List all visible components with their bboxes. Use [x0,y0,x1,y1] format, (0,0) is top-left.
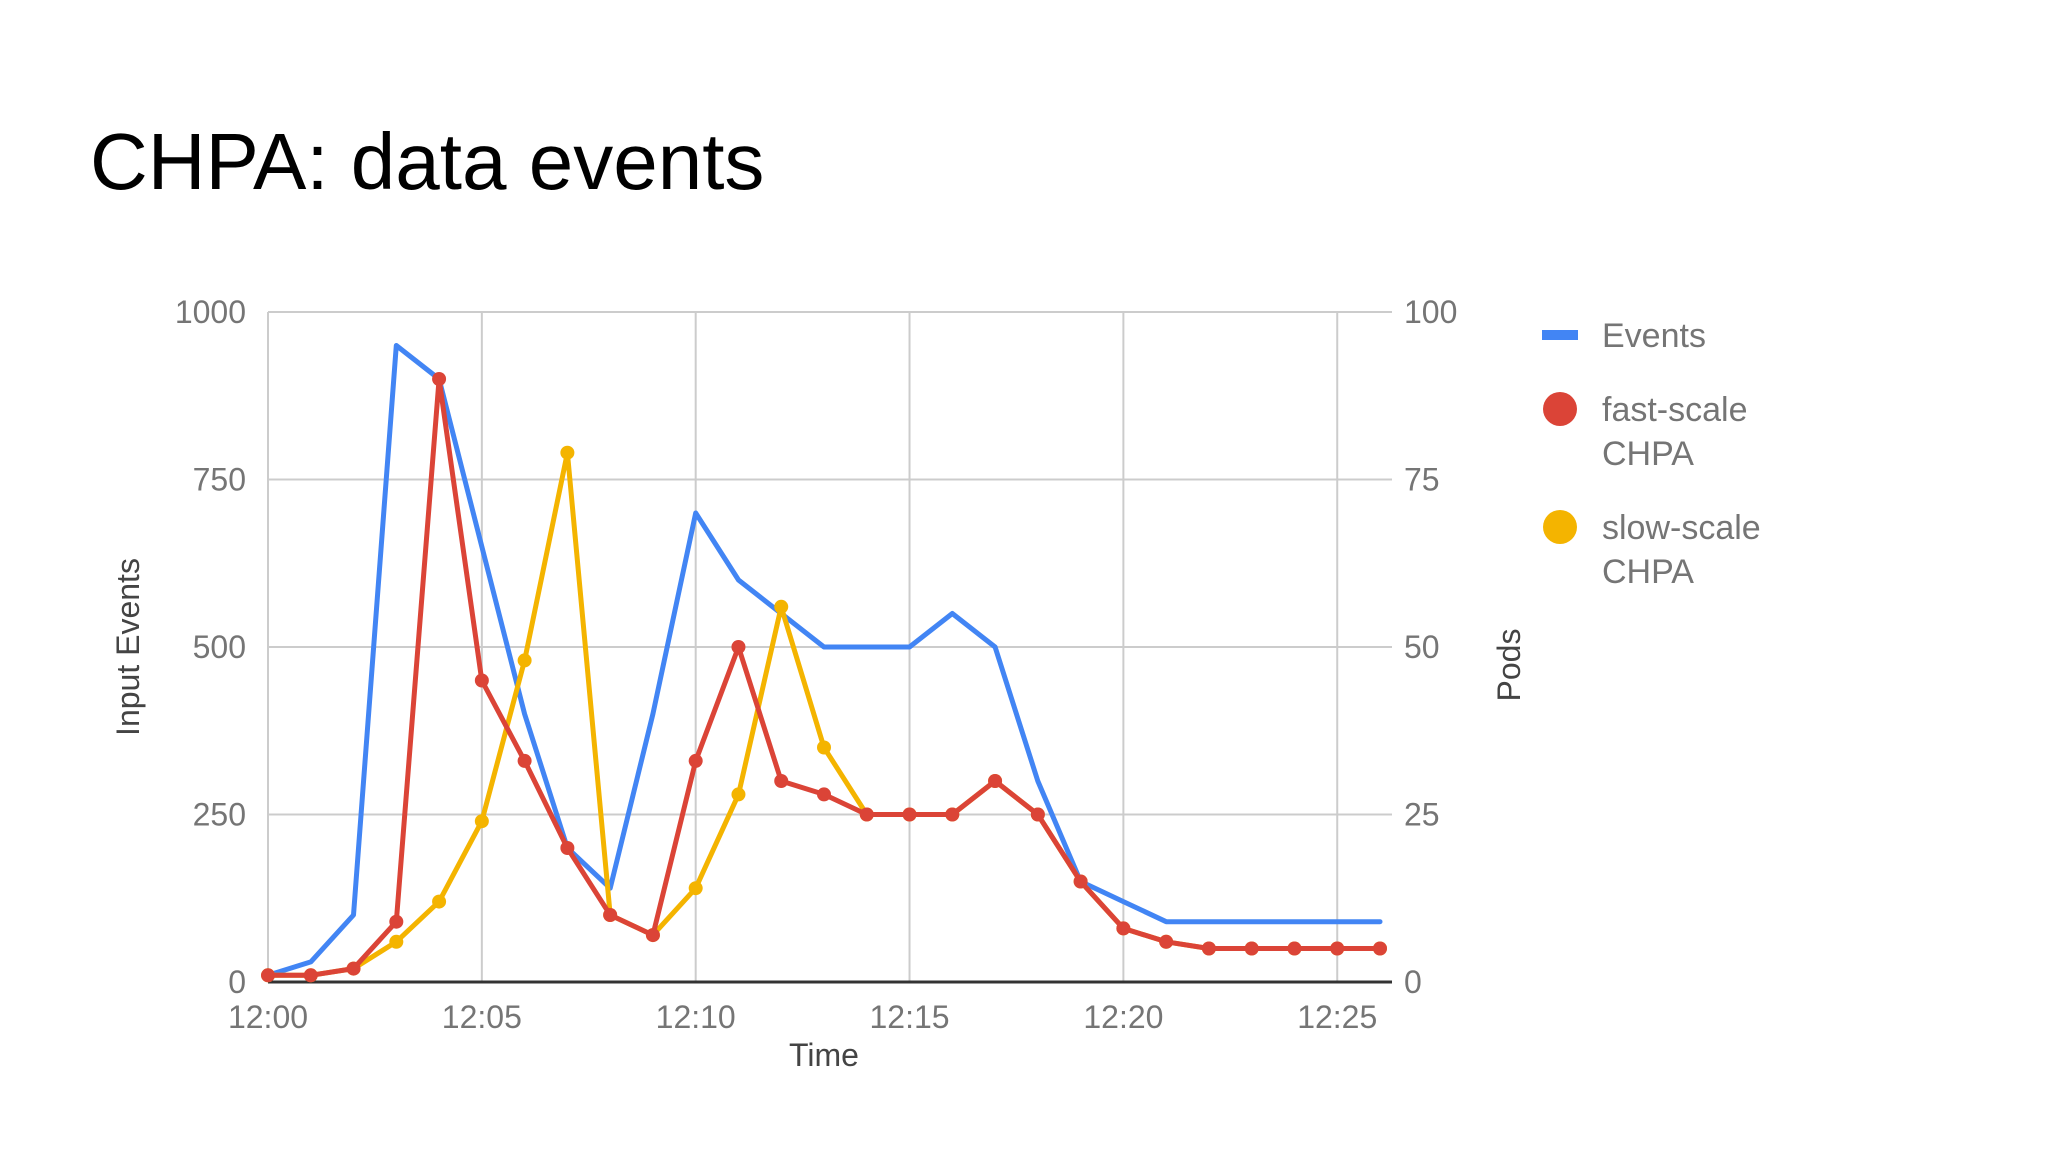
data-point-fast-scale-chpa [1159,934,1174,949]
data-point-slow-scale-chpa [688,881,703,896]
data-point-slow-scale-chpa [731,787,746,802]
data-point-fast-scale-chpa [731,640,746,654]
data-point-fast-scale-chpa [261,968,275,983]
data-point-fast-scale-chpa [303,968,318,983]
x-axis-title: Time [789,1037,859,1073]
data-point-fast-scale-chpa [902,807,917,822]
y-left-tick-label: 0 [228,964,246,1000]
data-point-fast-scale-chpa [859,807,874,822]
data-point-fast-scale-chpa [474,673,489,688]
legend: Events fast-scale CHPA slow-scale CHPA [1542,317,1761,591]
data-point-slow-scale-chpa [432,894,447,909]
legend-label: CHPA [1602,553,1694,591]
data-point-fast-scale-chpa [1287,941,1302,956]
legend-label: slow-scale [1602,509,1761,547]
x-tick-label: 12:05 [442,999,522,1035]
y-left-tick-label: 750 [193,462,246,498]
y-right-tick-label: 100 [1404,294,1457,330]
data-point-slow-scale-chpa [389,934,404,949]
data-point-fast-scale-chpa [346,961,361,976]
data-point-fast-scale-chpa [688,753,703,768]
data-point-fast-scale-chpa [1073,874,1088,889]
data-point-fast-scale-chpa [1373,941,1387,956]
x-tick-label: 12:20 [1083,999,1163,1035]
data-point-slow-scale-chpa [517,653,532,668]
data-point-fast-scale-chpa [774,774,789,788]
data-point-fast-scale-chpa [389,914,404,929]
legend-label: Events [1602,317,1706,355]
legend-swatch-fast-scale-chpa [1543,392,1577,426]
y-right-axis-title: Pods [1491,629,1527,702]
data-point-fast-scale-chpa [1244,941,1259,956]
x-tick-label: 12:15 [869,999,949,1035]
data-point-fast-scale-chpa [1030,807,1045,822]
x-tick-label: 12:10 [656,999,736,1035]
y-right-tick-label: 75 [1404,462,1440,498]
series-line-fast-scale-chpa [265,376,1383,978]
axes: 0 0 250 25 500 50 750 75 1000 100 12:00 12:05 12:10 1… [110,294,1527,1073]
data-point-fast-scale-chpa [817,787,831,802]
x-tick-label: 12:25 [1297,999,1377,1035]
legend-swatch-events [1542,330,1578,340]
y-right-tick-label: 25 [1404,797,1440,833]
data-point-slow-scale-chpa [474,814,489,829]
data-point-fast-scale-chpa [1330,941,1345,956]
data-point-fast-scale-chpa [1116,921,1131,936]
slide-title: CHPA: data events [90,117,765,206]
data-point-fast-scale-chpa [1201,941,1216,956]
data-point-fast-scale-chpa [603,908,618,922]
x-tick-label: 12:00 [228,999,308,1035]
legend-swatch-slow-scale-chpa [1543,510,1577,544]
data-point-slow-scale-chpa [774,599,789,614]
data-point-fast-scale-chpa [432,372,447,386]
y-left-tick-label: 500 [193,629,246,665]
data-point-fast-scale-chpa [645,928,660,943]
data-point-fast-scale-chpa [945,807,960,822]
y-right-tick-label: 0 [1404,964,1422,1000]
legend-label: fast-scale [1602,391,1748,429]
y-left-tick-label: 1000 [175,294,246,330]
data-series [261,343,1387,983]
series-line-events [265,343,1383,978]
y-left-tick-label: 250 [193,797,246,833]
data-point-fast-scale-chpa [560,841,575,855]
y-left-axis-title: Input Events [110,558,146,736]
data-point-fast-scale-chpa [988,774,1003,788]
y-right-tick-label: 50 [1404,629,1440,665]
legend-label: CHPA [1602,435,1694,473]
data-point-slow-scale-chpa [817,740,831,755]
data-point-slow-scale-chpa [560,445,575,460]
data-point-fast-scale-chpa [517,753,532,768]
